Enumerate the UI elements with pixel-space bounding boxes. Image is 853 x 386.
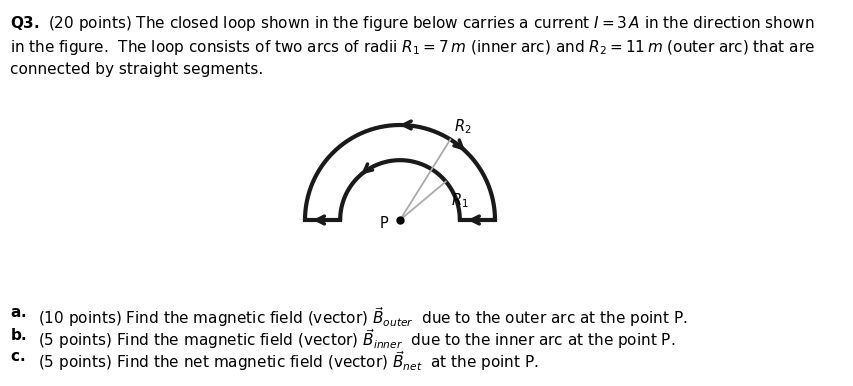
- Text: (10 points) Find the magnetic field (vector) $\vec{B}_{outer}$  due to the outer: (10 points) Find the magnetic field (vec…: [38, 305, 687, 329]
- Text: $\mathbf{b.}$: $\mathbf{b.}$: [10, 327, 27, 343]
- Text: (5 points) Find the magnetic field (vector) $\vec{B}_{inner}$  due to the inner : (5 points) Find the magnetic field (vect…: [38, 327, 675, 351]
- Text: $\mathbf{Q3.}$: $\mathbf{Q3.}$: [10, 14, 39, 32]
- Text: connected by straight segments.: connected by straight segments.: [10, 62, 263, 77]
- Text: $R_2$: $R_2$: [454, 118, 472, 136]
- Text: (20 points) The closed loop shown in the figure below carries a current $I = 3\,: (20 points) The closed loop shown in the…: [48, 14, 814, 33]
- Text: (5 points) Find the net magnetic field (vector) $\vec{B}_{net}$  at the point P.: (5 points) Find the net magnetic field (…: [38, 349, 538, 373]
- Text: in the figure.  The loop consists of two arcs of radii $R_1 = 7\,m$ (inner arc) : in the figure. The loop consists of two …: [10, 38, 814, 57]
- Text: $\mathbf{a.}$: $\mathbf{a.}$: [10, 305, 26, 320]
- Text: P: P: [379, 215, 387, 230]
- Text: $\mathbf{c.}$: $\mathbf{c.}$: [10, 349, 25, 364]
- Text: $R_1$: $R_1$: [450, 191, 468, 210]
